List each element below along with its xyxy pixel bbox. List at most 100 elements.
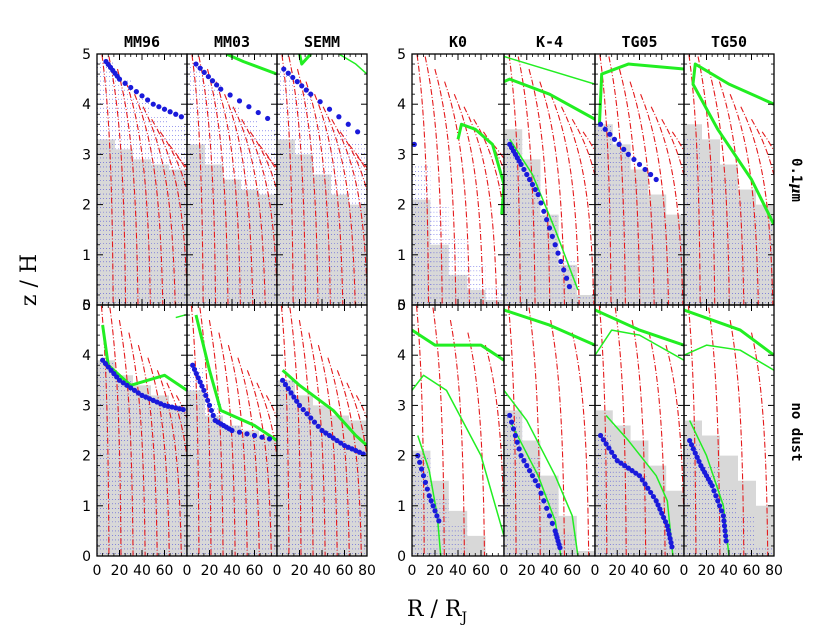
red-contour: [125, 81, 151, 305]
blue-point: [723, 538, 729, 544]
x-tick-label: 0: [183, 563, 192, 579]
red-contour: [640, 93, 670, 305]
x-tick-label: 40: [313, 563, 331, 579]
blue-point: [694, 454, 700, 460]
blue-point: [122, 80, 128, 86]
panel-content: [504, 54, 595, 305]
blue-point: [244, 431, 250, 437]
panel-k-4-nodust: [503, 304, 596, 557]
blue-point: [285, 70, 291, 76]
blue-point: [557, 545, 563, 551]
red-contour: [296, 68, 319, 305]
red-contour: [166, 382, 187, 461]
red-contour: [571, 332, 590, 556]
blue-point: [639, 477, 645, 483]
green-contour: [417, 435, 442, 556]
blue-point: [566, 283, 573, 290]
red-contour: [434, 68, 457, 305]
y-tick-label: 1: [397, 499, 406, 515]
blue-point: [432, 508, 438, 514]
shaded-region: [277, 380, 367, 556]
red-contour: [237, 357, 260, 556]
red-contour: [560, 106, 595, 305]
blue-point: [336, 114, 342, 120]
red-contour: [751, 118, 774, 178]
y-tick-label: 5: [82, 298, 91, 314]
blue-point: [296, 402, 303, 408]
blue-point: [308, 415, 314, 421]
blue-point: [317, 99, 323, 105]
red-contour: [631, 319, 647, 556]
red-contour: [473, 118, 504, 219]
x-tick-label: 20: [608, 563, 626, 579]
x-tick-label: 60: [743, 563, 761, 579]
blue-point: [319, 427, 325, 434]
blue-point: [538, 200, 544, 206]
y-axis-label: z / H: [17, 254, 42, 306]
column-title-tg05: TG05: [621, 33, 657, 51]
blue-point: [653, 498, 659, 504]
y-tick-label: 0: [82, 298, 91, 314]
blue-point: [282, 381, 289, 388]
blue-point: [236, 98, 243, 104]
panel-content: [97, 305, 187, 556]
blue-point: [655, 502, 661, 508]
x-tick-label: 20: [426, 563, 444, 579]
blue-point: [418, 466, 425, 472]
green-contour: [595, 308, 684, 347]
red-contour: [308, 332, 326, 556]
y-tick-label: 5: [82, 47, 91, 63]
blue-point: [546, 513, 553, 519]
red-contour: [256, 382, 277, 461]
blue-point: [201, 387, 207, 393]
blue-point: [518, 161, 524, 168]
blue-point: [607, 131, 613, 137]
blue-point: [203, 392, 209, 398]
blue-point: [535, 191, 541, 198]
blue-point: [323, 430, 329, 436]
blue-point: [510, 426, 517, 432]
blue-point: [285, 386, 291, 392]
blue-point: [669, 544, 675, 550]
red-contour: [109, 307, 122, 556]
y-tick-label: 3: [82, 398, 91, 414]
x-tick-label: 60: [246, 563, 264, 579]
blue-point: [281, 66, 287, 72]
blue-point: [603, 441, 609, 447]
x-axis-label-subscript: J: [459, 610, 467, 626]
blue-point: [532, 186, 538, 193]
blue-point: [541, 498, 547, 504]
blue-point: [650, 493, 657, 500]
x-tick-label: 20: [698, 563, 716, 579]
blue-point: [236, 429, 243, 435]
red-contour: [507, 305, 517, 556]
red-contour: [339, 131, 367, 193]
red-contour: [629, 81, 655, 305]
shaded-region: [187, 144, 277, 305]
red-contour: [687, 305, 697, 556]
blue-point: [426, 493, 432, 499]
blue-point: [709, 483, 715, 489]
blue-point: [206, 402, 213, 408]
panel-mm03-dust: [186, 53, 278, 306]
red-contour: [280, 305, 290, 556]
blue-point: [597, 121, 604, 127]
blue-point: [334, 437, 340, 444]
blue-point: [128, 385, 134, 391]
red-contour: [232, 106, 266, 305]
x-tick-label: 60: [563, 563, 581, 579]
x-tick-label: 60: [336, 563, 354, 579]
shaded-region: [412, 450, 504, 556]
red-contour: [336, 370, 362, 556]
green-contour: [225, 54, 277, 76]
blue-point: [133, 89, 139, 95]
blue-point: [195, 375, 201, 381]
panels-group: MM96 MM03 SEMM K0 K-4 TG05 TG50123450123451234…: [82, 33, 783, 579]
blue-point: [131, 387, 138, 393]
panel-tg05-dust: [594, 53, 685, 306]
blue-point: [512, 432, 518, 439]
red-contour: [227, 345, 248, 556]
x-tick-label: 20: [291, 563, 309, 579]
y-tick-label: 5: [397, 47, 406, 63]
blue-point: [549, 233, 555, 239]
